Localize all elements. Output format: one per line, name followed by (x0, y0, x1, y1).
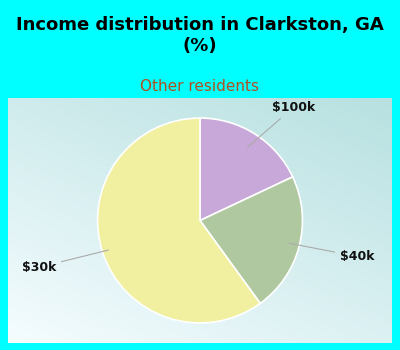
Text: Other residents: Other residents (140, 79, 260, 94)
Text: $30k: $30k (22, 250, 108, 274)
Text: $40k: $40k (289, 243, 375, 263)
Wedge shape (200, 177, 302, 303)
Wedge shape (200, 118, 293, 220)
Text: $100k: $100k (248, 101, 315, 147)
Wedge shape (98, 118, 260, 323)
Text: Income distribution in Clarkston, GA
(%): Income distribution in Clarkston, GA (%) (16, 16, 384, 55)
